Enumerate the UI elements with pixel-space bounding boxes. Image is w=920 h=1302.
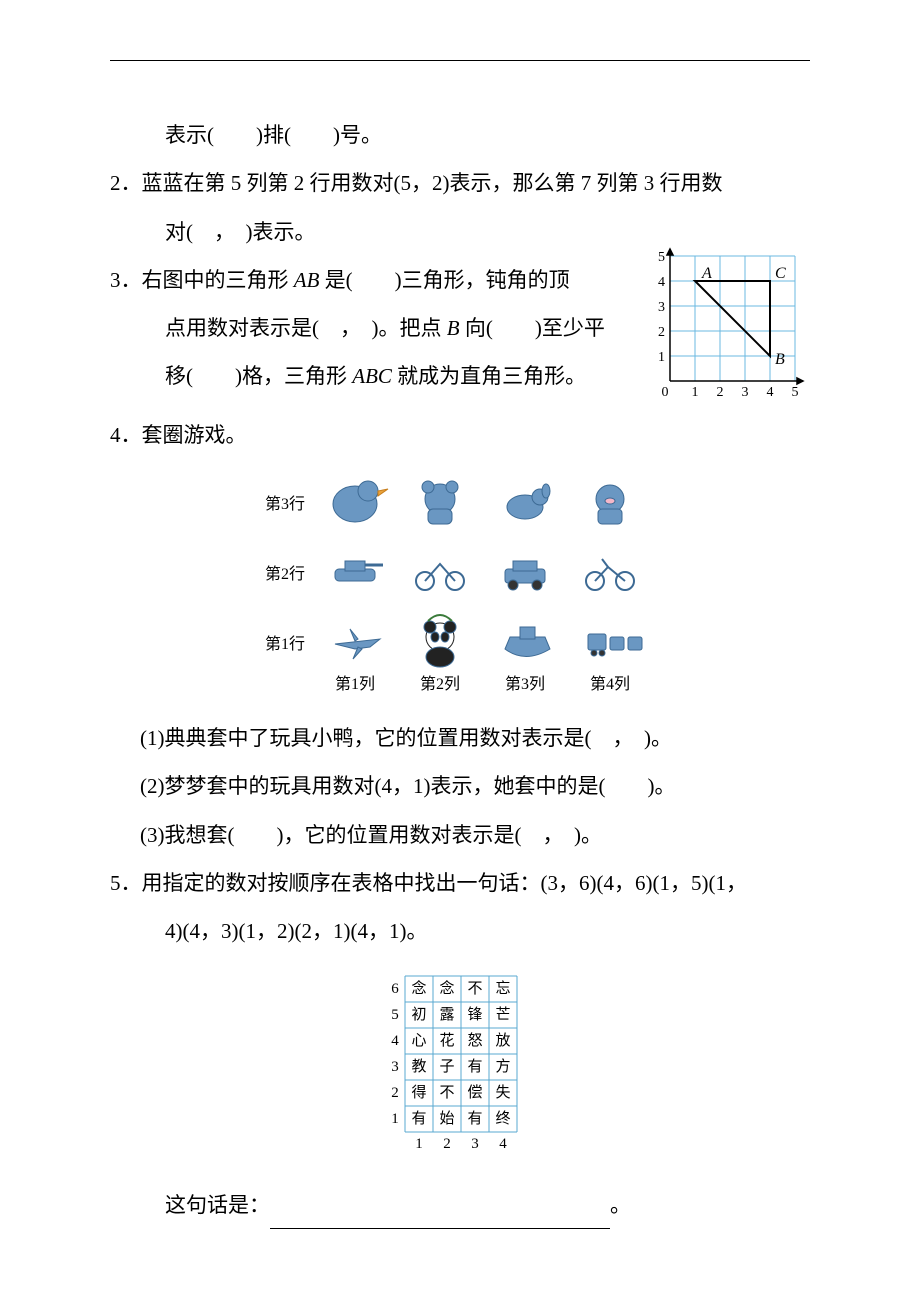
label-C: C (775, 265, 786, 282)
svg-text:3: 3 (391, 1059, 399, 1075)
svg-text:花: 花 (439, 1032, 454, 1049)
svg-text:得: 得 (411, 1084, 426, 1101)
svg-text:初: 初 (411, 1006, 426, 1023)
q2-line1: 2．蓝蓝在第 5 列第 2 行用数对(5，2)表示，那么第 7 列第 3 行用数 (110, 159, 810, 207)
svg-text:教: 教 (411, 1058, 426, 1075)
svg-text:终: 终 (495, 1110, 510, 1127)
duck-icon (333, 481, 388, 522)
plane-icon (335, 629, 380, 659)
svg-text:放: 放 (495, 1032, 510, 1049)
svg-text:1: 1 (692, 385, 699, 400)
label-B: B (775, 351, 785, 368)
svg-text:4: 4 (391, 1033, 399, 1049)
svg-text:5: 5 (658, 250, 665, 265)
ship-icon (505, 627, 550, 657)
label-A: A (701, 265, 712, 282)
svg-text:子: 子 (439, 1058, 454, 1075)
q4-sub2: (2)梦梦套中的玩具用数对(4，1)表示，她套中的是( )。 (110, 762, 810, 810)
svg-text:始: 始 (439, 1110, 454, 1127)
pig-icon (596, 485, 624, 524)
svg-text:3: 3 (742, 385, 749, 400)
svg-text:忘: 忘 (495, 980, 510, 997)
row1-label: 第1行 (265, 635, 305, 653)
svg-text:4: 4 (499, 1136, 507, 1152)
q5-line1: 5．用指定的数对按顺序在表格中找出一句话：(3，6)(4，6)(1，5)(1， (110, 859, 810, 907)
svg-text:3: 3 (658, 300, 665, 315)
svg-text:偿: 偿 (467, 1084, 482, 1101)
svg-text:1: 1 (658, 350, 665, 365)
svg-text:芒: 芒 (495, 1006, 510, 1023)
svg-text:6: 6 (391, 981, 399, 997)
col2-label: 第2列 (420, 675, 460, 693)
svg-text:4: 4 (767, 385, 774, 400)
q5-line2: 4)(4，3)(1，2)(2，1)(4，1)。 (110, 907, 810, 955)
svg-text:不: 不 (439, 1085, 454, 1101)
col4-label: 第4列 (590, 675, 630, 693)
triangle-grid-figure: A C B 0 1 2 3 4 5 1 2 (635, 246, 810, 411)
ring-game-figure: 第3行 第2行 第1行 第1列 第2列 第3列 第4列 (110, 469, 810, 704)
train-icon (588, 634, 642, 656)
svg-text:露: 露 (439, 1006, 454, 1023)
col3-label: 第3列 (505, 675, 545, 693)
svg-text:5: 5 (792, 385, 799, 400)
svg-text:2: 2 (717, 385, 724, 400)
panda-icon (424, 615, 456, 667)
col1-label: 第1列 (335, 675, 375, 693)
q5-answer: 这句话是：。 (110, 1181, 810, 1229)
char-grid-figure: 6 5 4 3 2 1 1 2 3 4 念念不忘初露锋芒心花怒放教子有方得不偿失… (110, 966, 810, 1171)
row2-label: 第2行 (265, 565, 305, 583)
bear-icon (422, 481, 458, 524)
svg-text:方: 方 (495, 1058, 510, 1075)
svg-text:1: 1 (415, 1136, 423, 1152)
q1-cont: 表示( )排( )号。 (110, 111, 810, 159)
tank-icon (335, 561, 383, 581)
svg-text:有: 有 (411, 1110, 426, 1127)
q4-sub3: (3)我想套( )，它的位置用数对表示是( ， )。 (110, 811, 810, 859)
svg-text:念: 念 (411, 979, 426, 997)
answer-blank[interactable] (270, 1207, 610, 1229)
svg-text:失: 失 (495, 1084, 510, 1101)
svg-text:2: 2 (658, 325, 665, 340)
svg-text:怒: 怒 (467, 1032, 482, 1049)
svg-text:2: 2 (391, 1085, 399, 1101)
svg-text:0: 0 (662, 385, 669, 400)
svg-text:5: 5 (391, 1007, 399, 1023)
svg-text:有: 有 (467, 1110, 482, 1127)
q4-sub1: (1)典典套中了玩具小鸭，它的位置用数对表示是( ， )。 (110, 714, 810, 762)
svg-text:锋: 锋 (467, 1006, 482, 1023)
top-rule (110, 60, 810, 61)
svg-text:不: 不 (467, 981, 482, 997)
dog-icon (507, 484, 550, 519)
ebike-icon (416, 564, 464, 590)
car-icon (505, 561, 545, 590)
svg-text:2: 2 (443, 1136, 451, 1152)
svg-text:心: 心 (411, 1032, 426, 1049)
svg-text:念: 念 (439, 979, 454, 997)
svg-text:4: 4 (658, 275, 665, 290)
svg-text:有: 有 (467, 1058, 482, 1075)
motorcycle-icon (586, 559, 634, 590)
svg-text:1: 1 (391, 1111, 399, 1127)
row3-label: 第3行 (265, 495, 305, 513)
svg-text:3: 3 (471, 1136, 479, 1152)
q4-title: 4．套圈游戏。 (110, 411, 810, 459)
